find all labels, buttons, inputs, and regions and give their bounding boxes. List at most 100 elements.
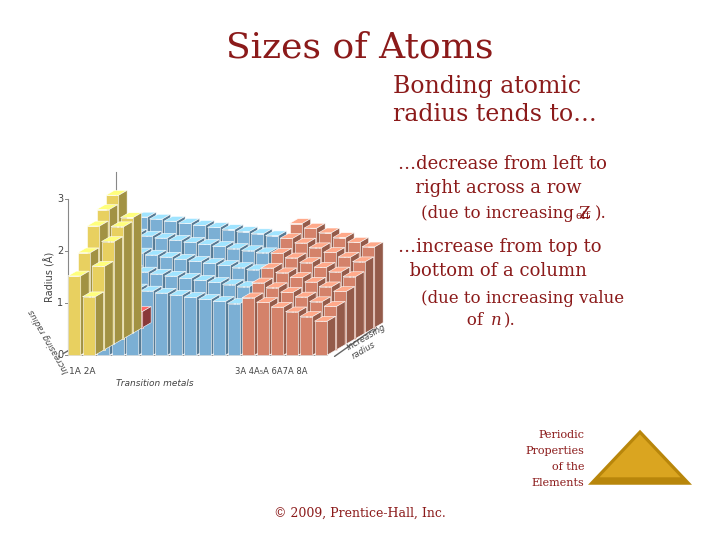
Polygon shape [348,238,369,242]
Polygon shape [125,229,147,234]
Polygon shape [289,219,310,224]
Polygon shape [302,273,311,344]
Polygon shape [333,238,346,327]
Polygon shape [105,261,113,349]
Polygon shape [148,267,157,349]
Polygon shape [87,221,108,226]
Polygon shape [83,292,104,297]
Polygon shape [162,214,171,333]
Polygon shape [259,265,268,344]
Polygon shape [78,253,90,349]
Polygon shape [294,243,307,333]
Polygon shape [341,267,350,339]
Polygon shape [81,271,89,355]
Polygon shape [121,270,134,349]
Polygon shape [281,292,293,349]
Polygon shape [184,242,197,339]
Polygon shape [169,295,182,355]
Text: Elements: Elements [531,478,584,488]
Polygon shape [199,299,211,355]
Polygon shape [145,250,166,255]
Polygon shape [129,246,137,344]
Polygon shape [302,219,310,327]
Polygon shape [203,259,224,264]
Polygon shape [237,282,258,287]
Polygon shape [179,278,192,349]
Polygon shape [213,301,226,355]
Polygon shape [203,264,216,344]
Polygon shape [269,248,277,339]
Polygon shape [150,274,163,349]
Polygon shape [256,298,278,302]
Polygon shape [92,261,113,266]
Polygon shape [333,287,355,292]
Text: 1: 1 [57,298,63,308]
Polygon shape [163,269,171,349]
Polygon shape [184,238,204,242]
Polygon shape [211,294,220,355]
Polygon shape [198,245,211,339]
Polygon shape [290,278,302,344]
Polygon shape [256,302,269,355]
Polygon shape [184,293,205,298]
Polygon shape [362,247,374,327]
Polygon shape [107,268,120,349]
Polygon shape [307,292,316,349]
Polygon shape [304,224,325,228]
Polygon shape [116,246,137,251]
Polygon shape [300,312,321,316]
Polygon shape [92,266,105,349]
Polygon shape [192,219,199,333]
Polygon shape [225,241,233,339]
Polygon shape [140,231,161,236]
Polygon shape [133,213,142,333]
Polygon shape [115,300,128,327]
Polygon shape [365,257,374,333]
Polygon shape [197,293,205,355]
Polygon shape [169,235,190,240]
Polygon shape [338,252,359,257]
Polygon shape [194,275,215,280]
Polygon shape [87,226,100,344]
Polygon shape [280,233,301,238]
Polygon shape [155,238,167,339]
Polygon shape [240,299,248,355]
Polygon shape [314,267,327,339]
Text: 2: 2 [57,246,63,256]
Text: Transition metals: Transition metals [116,379,194,388]
Text: n: n [491,312,502,329]
Polygon shape [177,271,186,349]
Polygon shape [150,214,171,219]
Polygon shape [318,277,325,344]
Polygon shape [323,247,345,252]
Polygon shape [343,272,364,276]
Polygon shape [276,268,297,273]
Polygon shape [318,233,331,327]
Polygon shape [290,273,311,278]
Polygon shape [119,191,127,333]
Polygon shape [249,227,258,333]
Polygon shape [227,244,248,248]
Polygon shape [128,295,137,327]
Polygon shape [256,248,277,253]
Polygon shape [206,275,215,349]
Polygon shape [300,258,320,262]
Polygon shape [120,213,142,218]
Polygon shape [130,312,143,327]
Polygon shape [153,286,161,355]
Polygon shape [228,303,240,355]
Polygon shape [134,265,142,349]
Polygon shape [164,276,177,349]
Polygon shape [96,205,117,210]
Polygon shape [283,248,292,339]
Polygon shape [164,271,186,276]
Polygon shape [266,236,278,333]
Polygon shape [242,293,263,298]
Polygon shape [198,240,219,245]
Polygon shape [160,252,181,257]
Text: Increasing radius: Increasing radius [27,308,71,375]
Polygon shape [298,253,306,339]
Polygon shape [174,259,186,344]
Polygon shape [106,191,127,195]
Polygon shape [155,233,176,238]
